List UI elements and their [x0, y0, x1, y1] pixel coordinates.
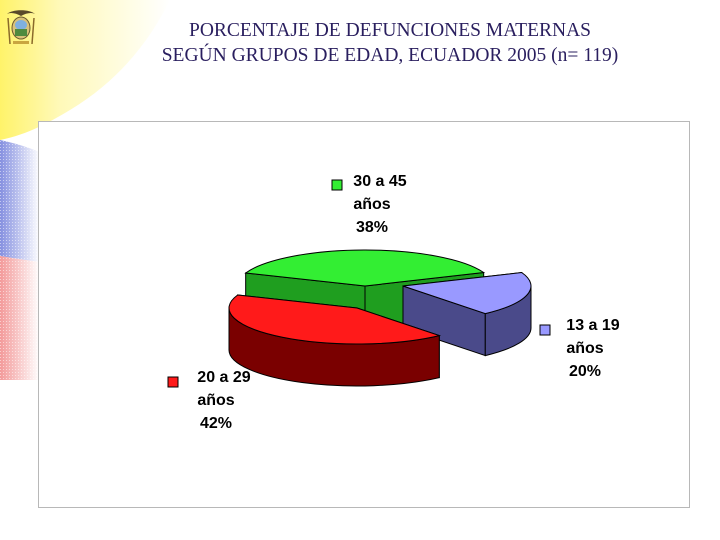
- coat-of-arms-icon: [7, 10, 35, 45]
- pie-slice-1: [402, 271, 532, 357]
- title-line-1: PORCENTAJE DE DEFUNCIONES MATERNAS: [188, 20, 591, 41]
- yellow-band: [0, 0, 170, 140]
- page-title: PORCENTAJE DE DEFUNCIONES MATERNAS SEGÚN…: [100, 18, 680, 68]
- label-range: 20 a 29: [197, 369, 250, 386]
- label-unit: años: [566, 340, 603, 357]
- legend-key-0: [331, 179, 343, 191]
- slice-label-2: 20 a 29 años 42%: [167, 369, 251, 432]
- label-unit: años: [353, 196, 390, 213]
- title-line-2: SEGÚN GRUPOS DE EDAD, ECUADOR 2005 (n= 1…: [161, 45, 619, 66]
- label-range: 13 a 19: [566, 317, 619, 334]
- slice-top: [402, 271, 532, 315]
- label-percent: 38%: [356, 219, 388, 236]
- slice-top: [244, 249, 486, 287]
- legend-key-2: [167, 376, 179, 388]
- legend-key-1: [539, 324, 551, 336]
- slice-top: [228, 294, 442, 345]
- label-percent: 42%: [200, 415, 232, 432]
- label-unit: años: [197, 392, 234, 409]
- slice-label-0: 30 a 45 años 38%: [331, 173, 407, 236]
- label-range: 30 a 45: [353, 173, 406, 190]
- slice-label-1: 13 a 19 años 20%: [539, 317, 620, 380]
- label-percent: 20%: [569, 363, 601, 380]
- pie-slice-2: [228, 294, 442, 387]
